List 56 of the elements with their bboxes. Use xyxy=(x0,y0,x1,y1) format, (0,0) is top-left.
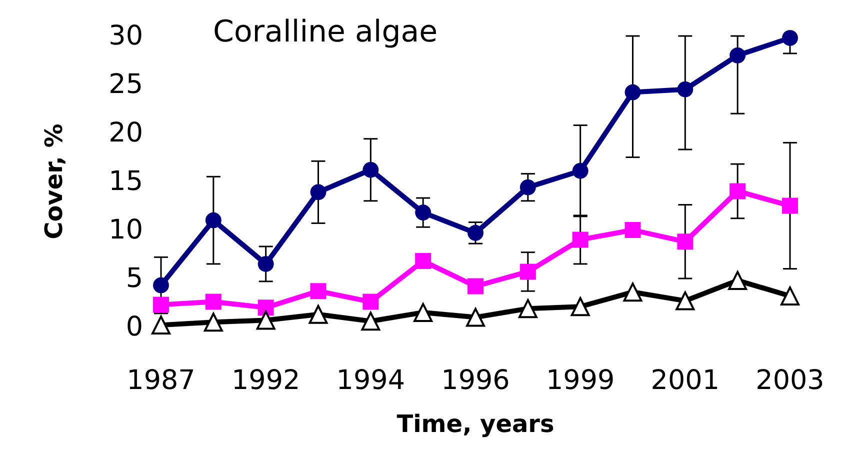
point xyxy=(468,278,484,294)
chart-title: Coralline algae xyxy=(213,14,438,50)
point xyxy=(310,184,326,200)
point xyxy=(572,232,588,248)
y-tick-label: 30 xyxy=(108,20,143,52)
point xyxy=(624,222,641,238)
point xyxy=(730,47,746,64)
point xyxy=(518,299,538,318)
point xyxy=(205,294,222,310)
point xyxy=(468,224,484,241)
point xyxy=(256,310,276,330)
point xyxy=(153,296,169,313)
y-tick-label: 10 xyxy=(108,214,143,246)
point xyxy=(520,264,536,280)
point xyxy=(414,302,433,322)
point xyxy=(153,277,169,294)
point xyxy=(362,294,379,310)
point xyxy=(361,312,380,331)
point xyxy=(572,162,588,179)
point xyxy=(415,204,432,221)
x-tick-label: 1994 xyxy=(336,365,406,396)
point xyxy=(730,183,746,200)
point xyxy=(623,282,642,302)
point xyxy=(782,198,798,214)
y-axis-title: Cover, % xyxy=(40,124,68,240)
point xyxy=(362,162,379,178)
x-tick-label: 2003 xyxy=(756,365,824,396)
x-tick-label: 1999 xyxy=(546,365,615,396)
point xyxy=(308,304,328,324)
y-tick-label: 5 xyxy=(126,263,143,294)
y-tick-label: 15 xyxy=(108,166,143,197)
point xyxy=(728,270,748,290)
x-tick-label: 2001 xyxy=(650,365,720,396)
x-tick-label: 1987 xyxy=(126,365,196,396)
point xyxy=(677,234,694,250)
x-tick-label: 1992 xyxy=(231,365,300,396)
point xyxy=(624,84,641,100)
point xyxy=(780,286,800,306)
point xyxy=(520,179,536,196)
point xyxy=(310,283,326,300)
y-tick-label: 20 xyxy=(108,118,143,148)
y-tick-label: 25 xyxy=(108,69,143,100)
point xyxy=(204,312,223,332)
point xyxy=(676,291,695,310)
point xyxy=(782,30,798,46)
point xyxy=(415,253,432,270)
point xyxy=(258,300,274,316)
point xyxy=(205,212,222,228)
y-tick-label: 0 xyxy=(126,312,143,342)
point xyxy=(677,81,694,98)
x-tick-label: 1996 xyxy=(441,365,510,396)
point xyxy=(570,297,590,316)
x-axis-title: Time, years xyxy=(396,410,554,438)
point xyxy=(258,256,274,272)
point xyxy=(152,316,170,335)
point xyxy=(466,308,485,327)
